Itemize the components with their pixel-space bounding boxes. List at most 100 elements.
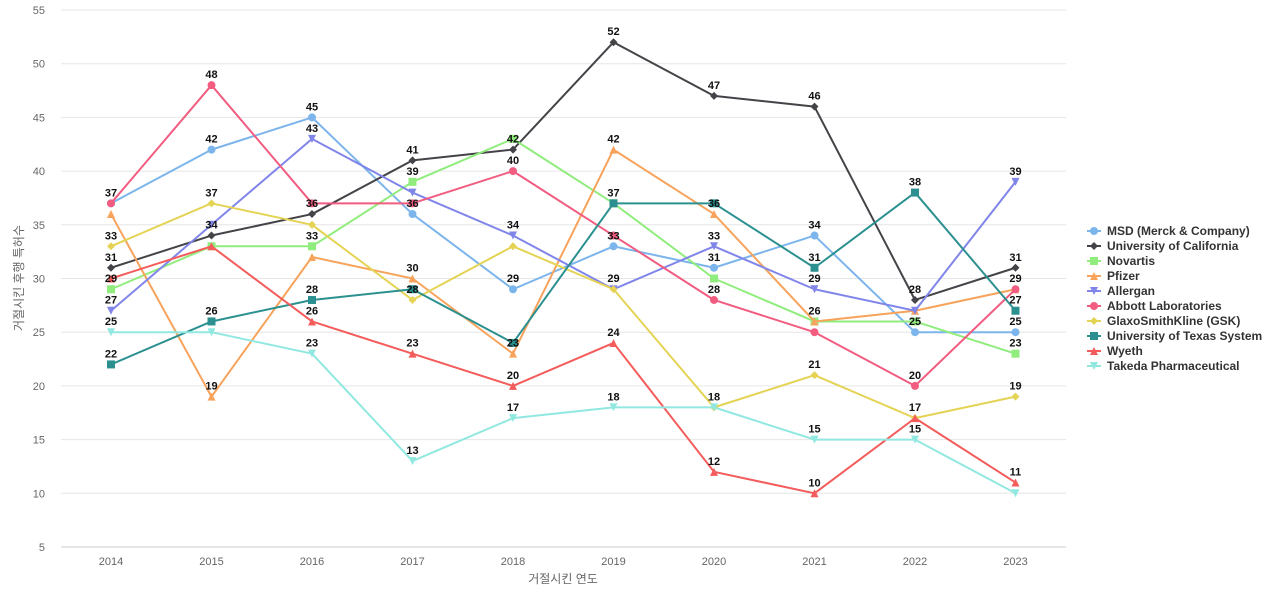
data-point [207,199,216,208]
series-line [110,148,1016,398]
data-point [1011,328,1020,337]
data-point [308,199,316,208]
data-point [911,435,919,444]
data-label: 17 [909,402,921,414]
data-label: 15 [909,424,921,436]
data-point [609,403,618,412]
data-point [308,220,316,229]
series-university-of-texas-system [107,188,1020,369]
data-label: 23 [1009,338,1021,350]
data-label: 18 [607,391,619,403]
data-point [710,199,718,208]
data-label: 25 [105,316,117,328]
data-point [609,199,618,208]
legend-label: Abbott Laboratories [1107,299,1222,313]
data-point [710,242,718,251]
legend-label: Novartis [1107,254,1155,268]
data-point [1011,478,1020,487]
legend[interactable]: MSD (Merck & Company)University of Calif… [1087,224,1262,373]
data-label: 42 [507,134,519,146]
legend-item[interactable]: Pfizer [1087,269,1140,283]
data-label: 41 [406,144,418,156]
series-wyeth [107,242,1020,498]
data-label: 22 [105,348,117,360]
data-label: 43 [306,123,318,135]
x-tick-label: 2015 [199,556,223,568]
legend-item[interactable]: Takeda Pharmaceutical [1087,359,1240,373]
data-label: 33 [105,230,117,242]
data-point [408,188,417,197]
legend-item[interactable]: Novartis [1087,254,1155,268]
data-point [207,392,216,401]
data-point [911,328,919,337]
legend-marker [1090,287,1098,295]
data-point [408,349,417,358]
legend-item[interactable]: Allergan [1087,284,1155,298]
series-novartis [107,134,1020,358]
data-label: 30 [406,263,418,275]
data-point [308,134,316,143]
legend-marker [1090,227,1098,235]
x-tick-label: 2022 [903,556,927,568]
legend-item[interactable]: MSD (Merck & Company) [1087,224,1250,238]
data-label: 31 [808,252,820,264]
grid-layer [61,9,1066,548]
data-point [710,91,718,100]
data-label: 31 [105,252,117,264]
data-point [710,295,718,304]
legend-marker [1090,302,1098,310]
data-point [408,285,417,294]
legend-item[interactable]: Wyeth [1087,344,1143,358]
series-university-of-california [107,38,1020,304]
data-label: 23 [507,338,519,350]
data-point [1011,285,1020,294]
data-label: 33 [306,230,318,242]
data-point [107,328,115,337]
data-point [207,317,216,326]
data-point [710,274,718,283]
x-tick-label: 2021 [802,556,826,568]
legend-item[interactable]: University of Texas System [1087,329,1262,343]
data-label: 26 [808,305,820,317]
series-line [110,41,1016,301]
y-tick-label: 25 [33,327,45,339]
data-point [509,242,517,251]
data-label: 28 [708,284,720,296]
series-line [110,202,1016,420]
data-point [710,210,718,219]
data-point [911,188,919,197]
data-point [509,231,517,240]
y-tick-label: 55 [33,5,45,17]
data-point [609,38,618,47]
data-label: 23 [306,338,318,350]
y-tick-label: 30 [33,274,45,286]
legend-item[interactable]: GlaxoSmithKline (GSK) [1087,314,1240,328]
data-point [107,360,115,369]
legend-marker [1090,317,1098,325]
data-point [810,371,819,380]
legend-item[interactable]: University of California [1087,239,1239,253]
data-point [509,414,517,423]
data-point [609,231,618,240]
data-point [810,489,819,498]
legend-item[interactable]: Abbott Laboratories [1087,299,1222,313]
data-point [609,338,618,347]
data-point [1011,489,1020,498]
data-point [609,145,618,154]
data-point [207,220,216,229]
data-point [408,457,417,466]
data-point [911,381,919,390]
data-label: 24 [607,327,620,339]
legend-marker [1090,257,1098,265]
data-label: 11 [1010,467,1022,479]
data-point [308,210,316,219]
data-point [509,285,517,294]
legend-label: MSD (Merck & Company) [1107,224,1250,238]
data-point [308,317,316,326]
series-line [110,137,1016,355]
data-label: 37 [607,187,619,199]
data-point [107,210,115,219]
y-axis-title: 거절시킨 후행 특허수 [11,225,26,331]
data-point [911,306,919,315]
